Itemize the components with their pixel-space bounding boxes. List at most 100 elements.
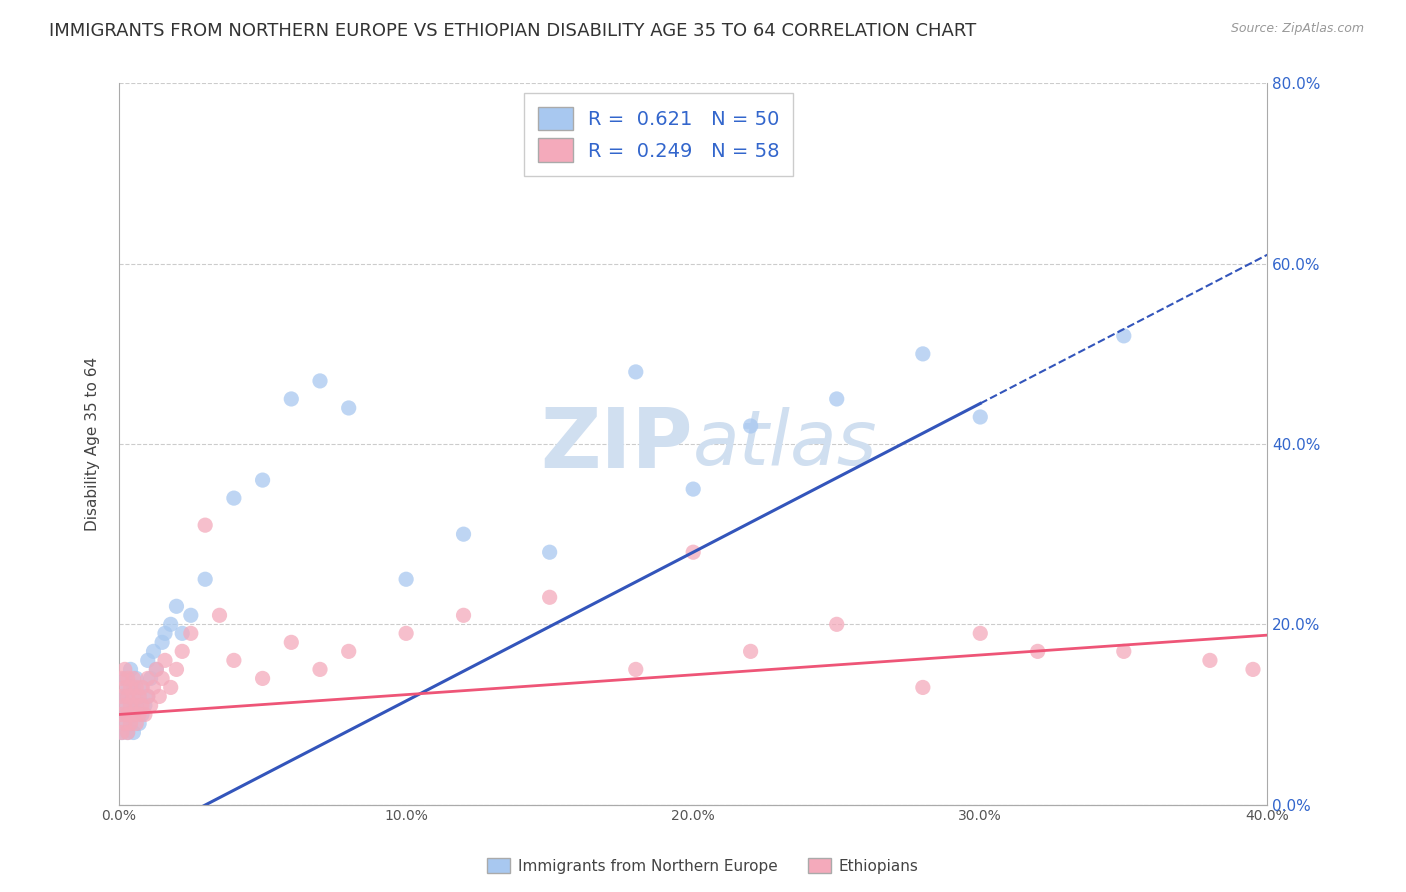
Point (120, 716, 142, 731)
Point (114, 681, 136, 695)
Point (538, 591, 561, 605)
Point (120, 698, 142, 713)
Point (153, 653, 176, 667)
Point (111, 725, 134, 739)
Point (194, 518, 217, 533)
Point (128, 690, 150, 704)
Point (453, 608, 475, 623)
Point (180, 626, 202, 640)
Point (114, 698, 136, 713)
Point (1112, 329, 1135, 343)
Point (142, 681, 165, 695)
Point (139, 698, 162, 713)
Point (117, 690, 139, 704)
Point (122, 690, 145, 704)
Point (111, 672, 134, 686)
Point (172, 644, 194, 658)
Point (128, 690, 150, 704)
Point (682, 482, 704, 496)
Point (280, 392, 302, 406)
Point (337, 401, 360, 415)
Point (117, 690, 139, 704)
Point (825, 392, 848, 406)
Point (222, 491, 245, 505)
Text: atlas: atlas (693, 407, 877, 481)
Point (114, 672, 136, 686)
Point (117, 707, 139, 722)
Point (122, 707, 145, 722)
Point (114, 662, 136, 676)
Legend: R =  0.621   N = 50, R =  0.249   N = 58: R = 0.621 N = 50, R = 0.249 N = 58 (524, 93, 793, 176)
Point (111, 690, 134, 704)
Point (131, 681, 153, 695)
Point (114, 716, 136, 731)
Point (180, 608, 202, 623)
Point (911, 681, 934, 695)
Point (122, 672, 145, 686)
Point (128, 707, 150, 722)
Point (208, 608, 231, 623)
Point (131, 698, 153, 713)
Point (969, 409, 991, 424)
Point (145, 662, 167, 676)
Point (122, 681, 145, 695)
Point (142, 644, 165, 658)
Y-axis label: Disability Age 35 to 64: Disability Age 35 to 64 (86, 357, 100, 531)
Point (395, 626, 418, 640)
Point (134, 698, 156, 713)
Point (150, 635, 173, 649)
Point (131, 707, 153, 722)
Point (117, 725, 139, 739)
Point (111, 707, 134, 722)
Point (114, 716, 136, 731)
Point (172, 626, 194, 640)
Point (740, 644, 762, 658)
Point (148, 690, 170, 704)
Text: ZIP: ZIP (541, 403, 693, 484)
Point (117, 681, 139, 695)
Point (911, 347, 934, 361)
Point (111, 707, 134, 722)
Point (1241, 662, 1264, 676)
Point (136, 690, 159, 704)
Point (624, 365, 647, 379)
Point (538, 545, 561, 559)
Point (1199, 653, 1222, 667)
Point (166, 599, 188, 614)
Point (166, 662, 188, 676)
Point (111, 690, 134, 704)
Point (120, 716, 142, 731)
Point (252, 473, 274, 487)
Point (740, 419, 762, 434)
Point (252, 672, 274, 686)
Point (122, 725, 145, 739)
Point (122, 707, 145, 722)
Point (395, 572, 418, 586)
Point (1112, 644, 1135, 658)
Point (153, 626, 176, 640)
Point (117, 707, 139, 722)
Legend: Immigrants from Northern Europe, Ethiopians: Immigrants from Northern Europe, Ethiopi… (481, 852, 925, 880)
Point (222, 653, 245, 667)
Point (825, 617, 848, 632)
Point (453, 527, 475, 541)
Point (117, 725, 139, 739)
Point (194, 572, 217, 586)
Point (120, 698, 142, 713)
Point (125, 698, 148, 713)
Point (114, 698, 136, 713)
Point (682, 545, 704, 559)
Point (337, 644, 360, 658)
Text: Source: ZipAtlas.com: Source: ZipAtlas.com (1230, 22, 1364, 36)
Point (136, 653, 159, 667)
Point (136, 690, 159, 704)
Point (125, 698, 148, 713)
Point (134, 707, 156, 722)
Point (117, 672, 139, 686)
Point (145, 662, 167, 676)
Point (309, 662, 332, 676)
Point (125, 681, 148, 695)
Point (120, 662, 142, 676)
Point (128, 716, 150, 731)
Point (969, 626, 991, 640)
